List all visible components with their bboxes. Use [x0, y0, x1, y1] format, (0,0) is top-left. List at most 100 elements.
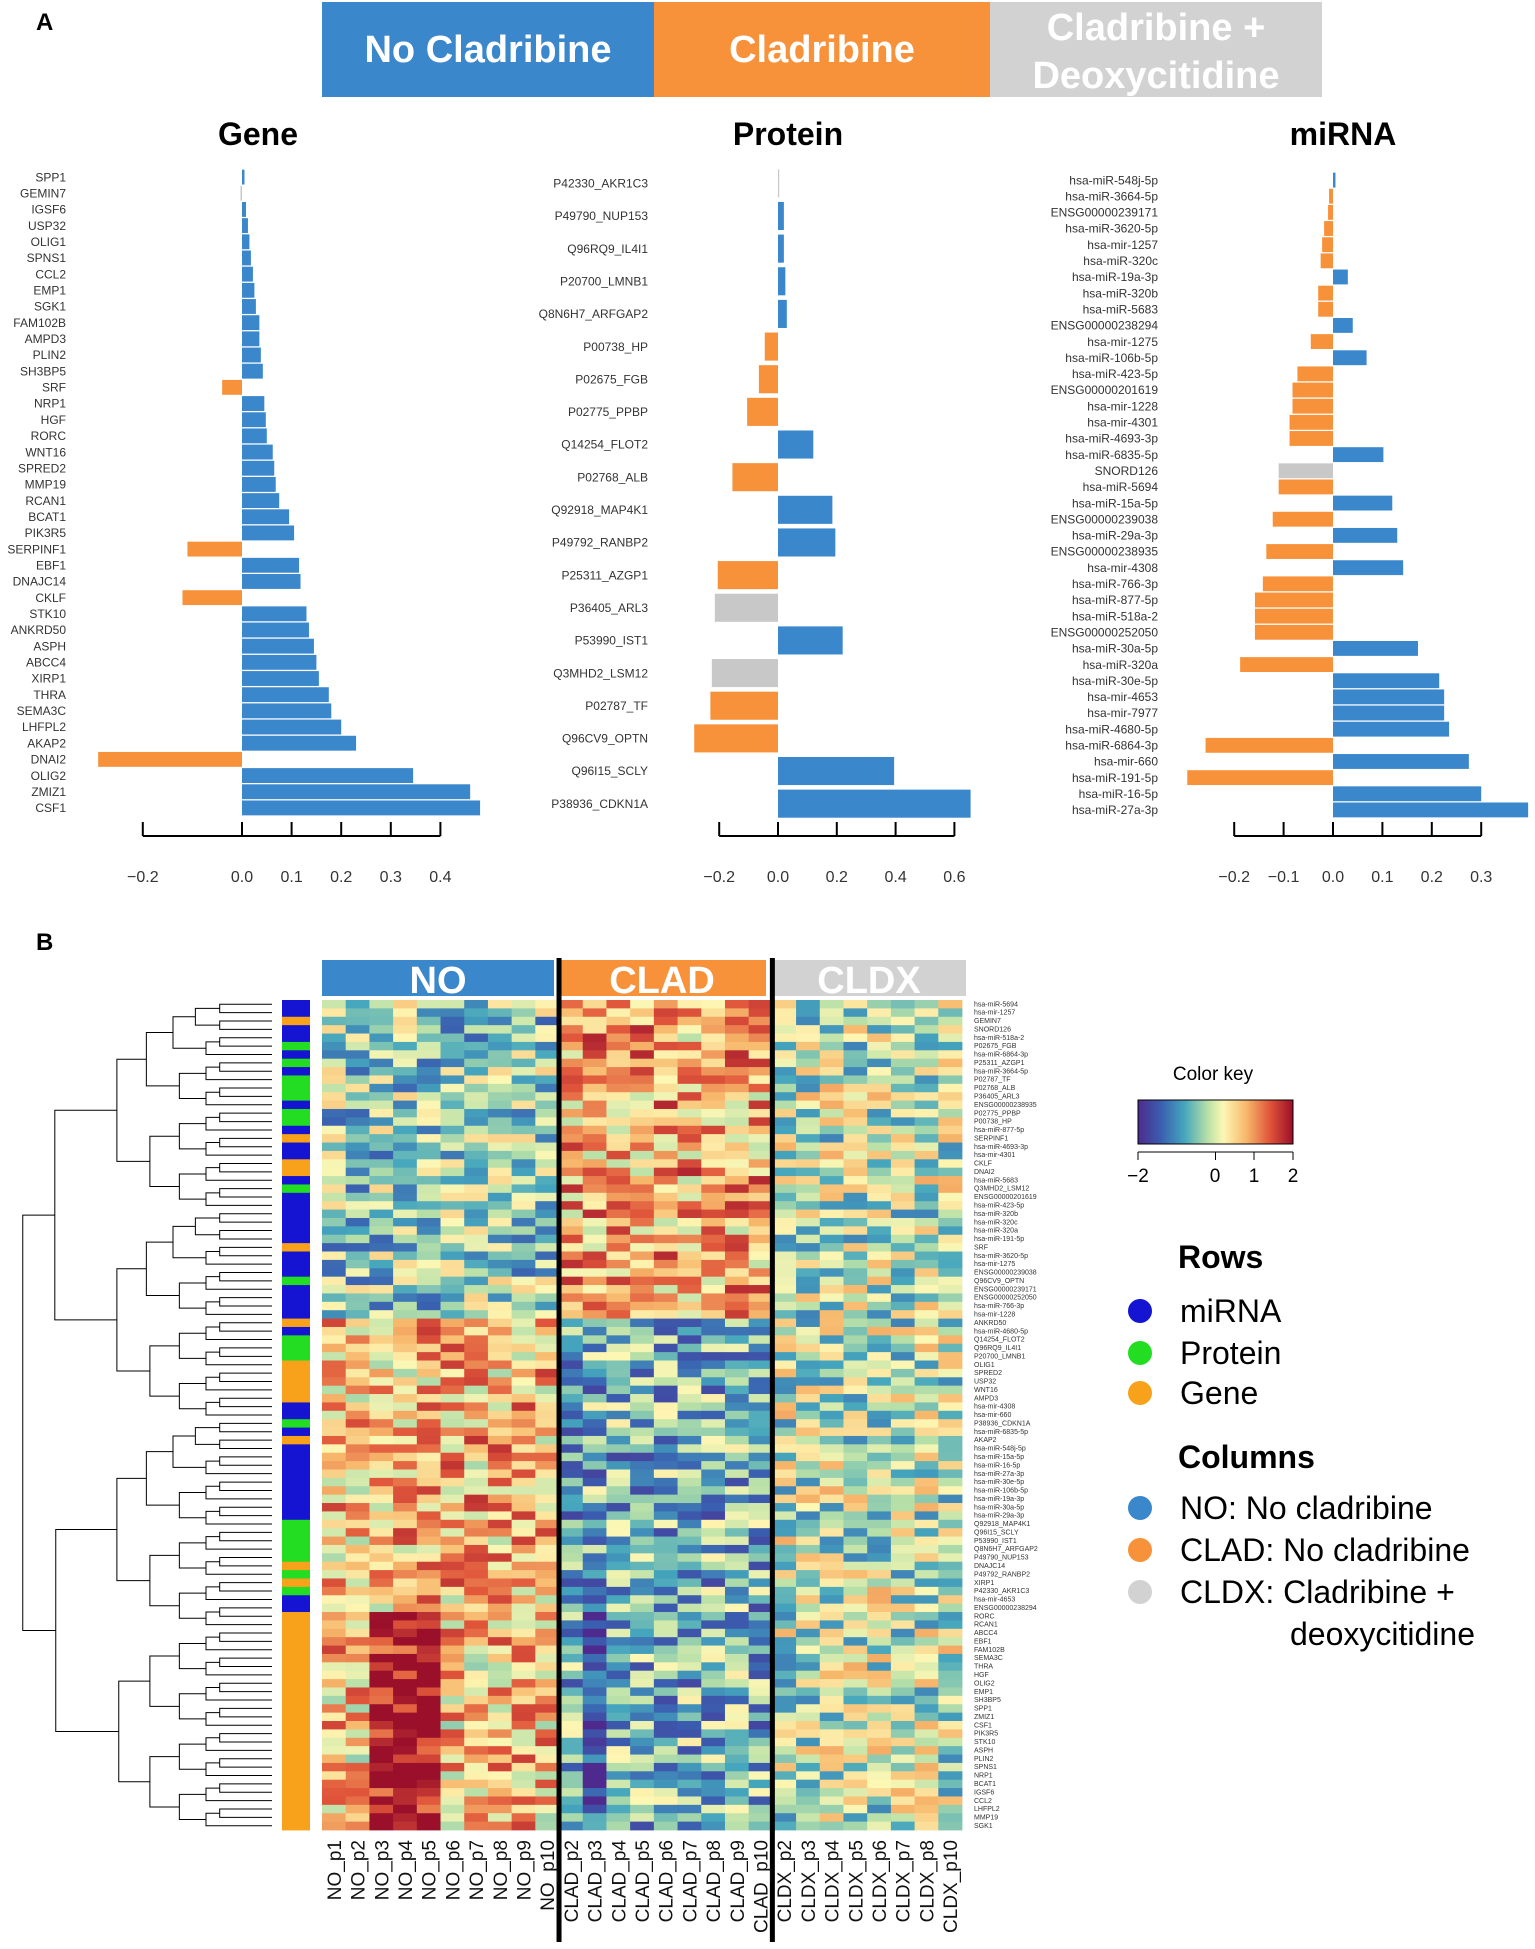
heatmap-cell [369, 1209, 394, 1219]
heatmap-cell [867, 1209, 892, 1219]
heatmap-cell [867, 1628, 892, 1638]
heatmap-cell [559, 1159, 584, 1169]
heatmap-cell [677, 1000, 702, 1009]
bar-category-label: ANKRD50 [11, 623, 67, 637]
bar [1333, 350, 1367, 366]
bar-category-label: Q96RQ9_IL4I1 [567, 242, 648, 256]
heatmap-cell [416, 1813, 441, 1823]
heatmap-cell [819, 1653, 844, 1663]
heatmap-cell [322, 1217, 347, 1227]
column-group-clad-box [558, 960, 766, 996]
heatmap-cell [796, 1687, 821, 1697]
heatmap-cell [440, 1435, 465, 1445]
heatmap-cell [819, 1016, 844, 1026]
heatmap-cell [393, 1813, 418, 1823]
heatmap-cell [701, 1301, 726, 1311]
heatmap-cell [345, 1712, 370, 1722]
heatmap-cell [416, 1368, 441, 1378]
heatmap-cell [653, 1234, 678, 1244]
heatmap-cell [630, 1746, 655, 1755]
heatmap-cell [748, 1394, 773, 1403]
heatmap-cell [511, 1746, 536, 1755]
heatmap-cell [701, 1402, 726, 1412]
heatmap-cell [724, 1603, 750, 1613]
heatmap-cell [345, 1335, 370, 1345]
heatmap-cell [440, 1352, 465, 1361]
row-type-cell [282, 1779, 310, 1789]
heatmap-cell [322, 1544, 347, 1554]
heatmap-cell [914, 1645, 939, 1655]
heatmap-cell [369, 1628, 394, 1638]
heatmap-cell [772, 1318, 797, 1328]
heatmap-cell [369, 1435, 394, 1445]
heatmap-cell [938, 1561, 963, 1571]
heatmap-cell [796, 1008, 821, 1018]
heatmap-cell [890, 1041, 915, 1051]
heatmap-cell [487, 1402, 513, 1412]
heatmap-cell [511, 1025, 536, 1034]
heatmap-cell [582, 1628, 607, 1638]
heatmap-cell [582, 1503, 607, 1512]
heatmap-cell [464, 1645, 489, 1655]
heatmap-cell [843, 1368, 868, 1378]
heatmap-cell [582, 1695, 607, 1705]
heatmap-cell [701, 1075, 726, 1085]
heatmap-cell [843, 1821, 868, 1831]
heatmap-cell [416, 1670, 441, 1680]
heatmap-cell [393, 1570, 418, 1579]
heatmap-cell [843, 1477, 868, 1487]
heatmap-column-label: CLDX_p4 [823, 1840, 844, 1923]
row-type-cell [282, 1394, 310, 1403]
heatmap-cell [582, 1779, 607, 1789]
heatmap-cell [369, 1234, 394, 1244]
heatmap-cell [393, 1469, 418, 1479]
heatmap-cell [535, 1712, 560, 1722]
bar-category-label: Q92918_MAP4K1 [551, 503, 648, 517]
heatmap-cell [345, 1628, 370, 1638]
heatmap-row-label: ANKRD50 [974, 1320, 1006, 1327]
heatmap-cell [938, 1662, 963, 1672]
bar-category-label: hsa-miR-548j-5p [1069, 173, 1158, 187]
heatmap-cell [867, 1360, 892, 1370]
heatmap-cell [464, 1570, 489, 1579]
heatmap-cell [440, 1285, 465, 1294]
heatmap-cell [559, 1695, 584, 1705]
row-type-cell [282, 1561, 310, 1571]
heatmap-cell [677, 1461, 702, 1470]
heatmap-cell [582, 1712, 607, 1722]
heatmap-cell [701, 1000, 726, 1009]
heatmap-cell [796, 1419, 821, 1428]
heatmap-cell [724, 1670, 750, 1680]
row-type-cell [282, 1016, 310, 1026]
heatmap-cell [606, 1729, 631, 1739]
heatmap-cell [440, 1217, 465, 1227]
heatmap-cell [867, 1435, 892, 1445]
heatmap-cell [819, 1662, 844, 1672]
heatmap-cell [322, 1402, 347, 1412]
bar-category-label: SEMA3C [17, 704, 67, 718]
heatmap-cell [535, 1343, 560, 1353]
heatmap-cell [559, 1788, 584, 1797]
heatmap-cell [772, 1083, 797, 1093]
heatmap-cell [606, 1536, 631, 1546]
dendrogram-branch [145, 1451, 180, 1506]
heatmap-cell [464, 1243, 489, 1252]
heatmap-cell [606, 1788, 631, 1797]
gene-chart-title: Gene [218, 116, 298, 152]
heatmap-cell [938, 1821, 963, 1831]
heatmap-cell [796, 1653, 821, 1663]
heatmap-cell [369, 1796, 394, 1806]
heatmap-cell [796, 1293, 821, 1303]
heatmap-cell [535, 1226, 560, 1236]
heatmap-cell [724, 1821, 750, 1831]
heatmap-cell [938, 1343, 963, 1353]
heatmap-cell [843, 1746, 868, 1755]
heatmap-cell [914, 1402, 939, 1412]
rows-legend: Rows miRNA Protein Gene [1128, 1239, 1282, 1411]
heatmap-cell [511, 1217, 536, 1227]
heatmap-cell [819, 1159, 844, 1169]
heatmap-cell [322, 1712, 347, 1722]
bar-category-label: hsa-miR-877-5p [1072, 593, 1158, 607]
heatmap-cell [843, 1536, 868, 1546]
column-group-clad-label: CLAD [609, 960, 715, 1002]
